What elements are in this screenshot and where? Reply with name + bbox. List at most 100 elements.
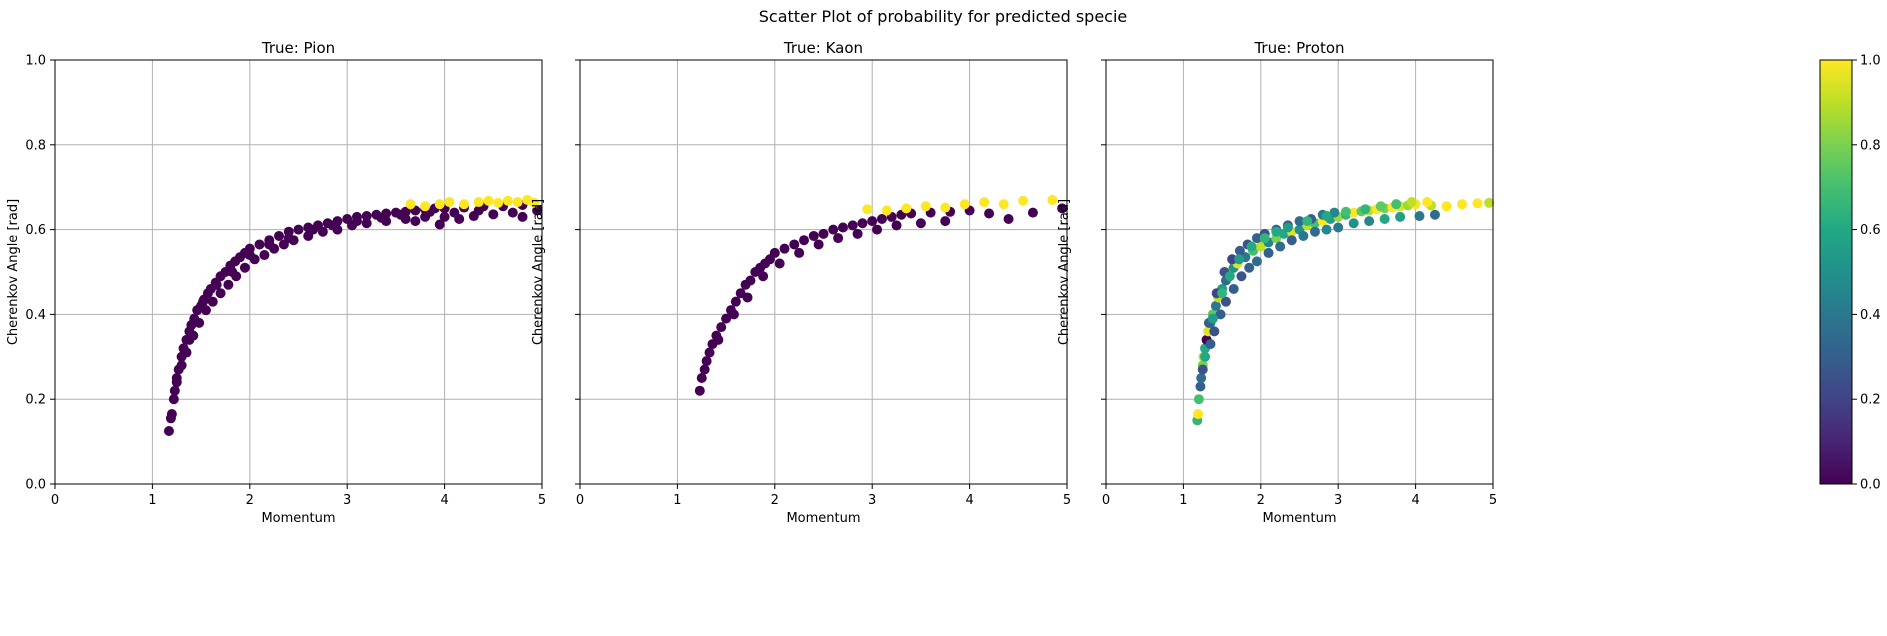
scatter-point — [1309, 226, 1320, 237]
scatter-point — [361, 218, 372, 229]
scatter-point — [473, 205, 484, 216]
scatter-point — [1215, 309, 1226, 320]
scatter-point — [194, 317, 205, 328]
subplot-1: 0 1 2 3 4 5 0.0 0.2 0.4 0.6 0.8 1.0 True: Pion Moment… — [6, 39, 546, 526]
x-tick-label: 0 — [1102, 493, 1110, 508]
scatter-point — [512, 197, 523, 208]
scatter-point — [881, 205, 892, 216]
scatter-point — [891, 220, 902, 231]
scatter-point — [984, 208, 995, 219]
colorbar: 0.0 0.2 0.4 0.6 0.8 1.0 — [1819, 54, 1881, 493]
scatter-point — [351, 216, 362, 227]
x-tick-label: 4 — [965, 493, 973, 508]
scatter-point — [517, 211, 528, 222]
scatter-point — [728, 309, 739, 320]
scatter-point — [254, 239, 265, 250]
x-tick-label: 2 — [771, 493, 779, 508]
scatter-point — [1246, 241, 1257, 252]
scatter-point — [769, 247, 780, 258]
scatter-point — [742, 292, 753, 303]
scatter-point — [1255, 241, 1266, 252]
scatter-point — [1047, 194, 1058, 205]
scatter-point — [163, 426, 174, 436]
scatter-point — [215, 288, 226, 299]
scatter-point — [529, 197, 540, 208]
scatter-point — [915, 218, 926, 229]
x-tick-label: 1 — [1179, 493, 1187, 508]
scatter-point — [959, 199, 970, 210]
scatter-point — [1275, 241, 1286, 252]
scatter-point — [1217, 288, 1228, 299]
scatter-point — [168, 394, 179, 405]
scatter-point — [395, 209, 406, 220]
scatter-point — [420, 201, 431, 212]
scatter-point — [1348, 218, 1359, 229]
scatter-point — [227, 267, 238, 277]
scatter-point — [1375, 201, 1386, 212]
scatter-point — [439, 211, 450, 222]
scatter-point — [901, 203, 912, 214]
scatter-point — [876, 214, 887, 224]
scatter-point — [308, 224, 319, 235]
scatter-point — [1271, 226, 1282, 237]
scatter-point — [730, 296, 741, 307]
scatter-point — [1228, 283, 1239, 294]
scatter-point — [1234, 254, 1245, 265]
scatter-point — [1018, 195, 1029, 206]
scatter-point — [376, 212, 387, 223]
scatter-point — [1414, 211, 1425, 222]
scatter-point — [1200, 351, 1211, 362]
scatter-point — [862, 204, 873, 215]
axes-frame — [1105, 59, 1494, 485]
y-tick-label: 0.6 — [25, 223, 46, 238]
y-tick-label: 1.0 — [25, 54, 46, 69]
scatter-point — [1236, 271, 1247, 282]
scatter-point — [184, 334, 195, 345]
scatter-point — [1484, 197, 1495, 208]
scatter-point — [1205, 339, 1216, 350]
scatter-point — [1395, 211, 1406, 222]
scatter-point — [444, 197, 455, 208]
subplots: 0 1 2 3 4 5 0.0 0.2 0.4 0.6 0.8 1.0 True: Pion Moment… — [6, 39, 1497, 526]
x-axis-label: Momentum — [1262, 511, 1336, 526]
scatter-point — [940, 202, 951, 213]
scatter-point — [283, 233, 294, 244]
scatter-point — [872, 224, 883, 235]
scatter-point — [1210, 300, 1221, 311]
axes-frame — [54, 59, 543, 485]
scatter-point — [1379, 214, 1390, 224]
x-tick-label: 4 — [440, 493, 448, 508]
x-tick-label: 0 — [576, 493, 584, 508]
scatter-point — [200, 305, 211, 316]
scatter-point — [713, 334, 724, 345]
x-tick-label: 5 — [538, 493, 546, 508]
colorbar-ticks: 0.0 0.2 0.4 0.6 0.8 1.0 — [1852, 54, 1881, 493]
scatter-point — [979, 197, 990, 208]
scatter-point — [1282, 222, 1293, 233]
scatter-point — [1294, 216, 1305, 227]
scatter-point — [1457, 199, 1468, 210]
scatter-point — [1193, 409, 1204, 420]
scatter-point — [696, 373, 707, 383]
scatter-point — [920, 201, 931, 212]
scatter-point — [198, 296, 209, 307]
colorbar-tick-label: 0.0 — [1860, 478, 1881, 493]
scatter-point — [1286, 235, 1297, 246]
subplot-3: 0 1 2 3 4 5 True: Proton Momentum Cherenkov Angl… — [1057, 39, 1497, 526]
scatter-point — [1441, 201, 1452, 212]
scatter-point — [1193, 394, 1204, 405]
scatter-point — [532, 205, 543, 216]
scatter-point — [405, 199, 416, 210]
scatter-point — [507, 207, 518, 218]
scatter-point — [483, 195, 494, 206]
y-axis-label: Cherenkov Angle [rad] — [1057, 199, 1072, 345]
scatter-point — [1321, 211, 1332, 222]
x-tick-label: 4 — [1411, 493, 1419, 508]
scatter-points — [1192, 197, 1495, 426]
scatter-point — [867, 216, 878, 227]
y-tick-label: 0.2 — [25, 393, 46, 408]
scatter-point — [1220, 296, 1231, 307]
x-axis-label: Momentum — [786, 511, 860, 526]
scatter-point — [1429, 209, 1440, 220]
